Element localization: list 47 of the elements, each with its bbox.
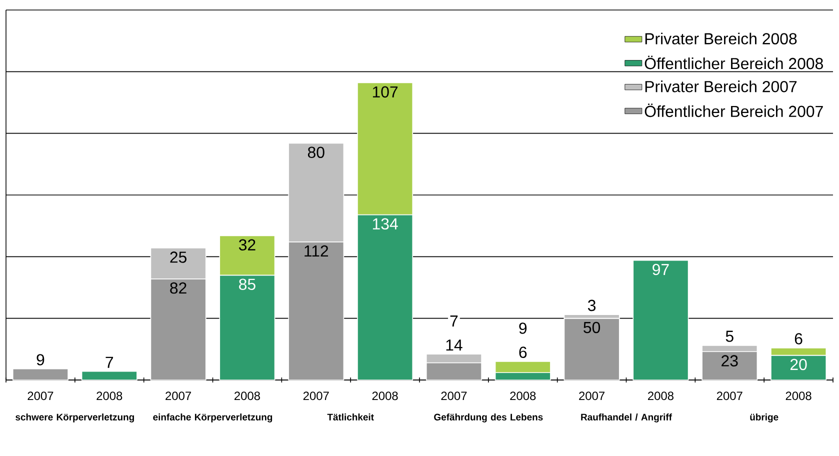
text: Gefährdung des Lebens <box>434 414 543 422</box>
legend-label: Öffentlicher Bereich 2007 <box>644 104 823 118</box>
data-label: 112 <box>304 245 328 257</box>
data-label: 50 <box>584 322 600 334</box>
legend-label: Privater Bereich 2007 <box>645 80 797 92</box>
data-label: 6 <box>794 333 802 344</box>
data-label: 9 <box>36 354 44 366</box>
data-label: 5 <box>726 330 734 342</box>
data-label: 107 <box>372 86 398 98</box>
legend-label: Privater Bereich 2008 <box>645 32 797 44</box>
text: Tätlichkeit <box>327 414 374 420</box>
x-tick-label: 2007 <box>441 392 467 400</box>
x-tick-label: 2007 <box>166 392 191 400</box>
data-label: 14 <box>446 340 462 351</box>
data-label: 32 <box>238 239 256 251</box>
x-tick-label: 2007 <box>716 392 742 400</box>
bar <box>12 368 68 380</box>
data-label: 6 <box>519 346 527 358</box>
data-label: 7 <box>450 316 458 326</box>
data-label: 3 <box>588 300 596 312</box>
data-label: 25 <box>170 252 186 263</box>
bar <box>632 260 689 380</box>
data-label: 82 <box>170 282 186 294</box>
x-tick-label: 2008 <box>96 392 122 400</box>
text: übrige <box>750 414 778 422</box>
x-tick-label: 2007 <box>303 392 329 400</box>
legend-label: Öffentlicher Bereich 2008 <box>644 56 823 70</box>
data-label: 85 <box>239 278 256 290</box>
x-tick-label: 2008 <box>234 392 260 400</box>
data-label: 97 <box>652 264 669 276</box>
bar <box>564 318 620 380</box>
x-tick-label: 2008 <box>372 392 398 400</box>
x-tick-label: 2008 <box>786 392 812 400</box>
data-label: 9 <box>519 322 527 334</box>
text: schwere Körperverletzung <box>16 414 134 422</box>
x-tick-label: 2008 <box>510 392 536 400</box>
data-label: 23 <box>722 355 738 366</box>
text: einfache Körperverletzung <box>153 414 272 422</box>
data-label: 7 <box>106 356 114 368</box>
x-tick-label: 2007 <box>28 392 54 400</box>
bar <box>81 370 138 380</box>
data-label: 20 <box>790 358 807 370</box>
x-tick-label: 2008 <box>648 392 674 400</box>
x-tick-label: 2007 <box>579 392 604 400</box>
data-label: 134 <box>372 218 398 230</box>
text: Raufhandel / Angriff <box>581 414 672 422</box>
data-label: 80 <box>308 146 324 158</box>
